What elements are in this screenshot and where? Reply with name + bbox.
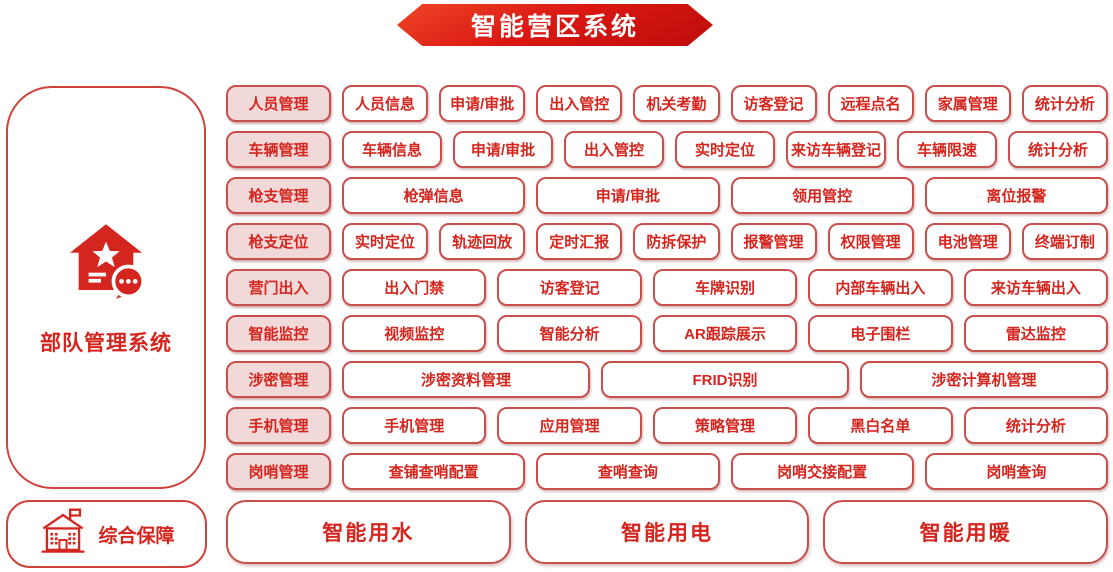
module-item[interactable]: 统计分析 <box>963 407 1109 444</box>
module-item[interactable]: 车辆信息 <box>342 131 442 168</box>
module-row: 涉密管理 涉密资料管理 FRID识别 涉密计算机管理 <box>226 361 1108 398</box>
module-item[interactable]: 人员信息 <box>342 85 429 122</box>
support-category-box: 综合保障 <box>6 500 207 568</box>
support-item[interactable]: 智能用暖 <box>823 500 1109 564</box>
module-item[interactable]: 报警管理 <box>730 223 817 260</box>
support-item[interactable]: 智能用电 <box>524 500 810 564</box>
module-item[interactable]: AR跟踪展示 <box>652 315 798 352</box>
module-item[interactable]: 轨迹回放 <box>439 223 526 260</box>
module-item[interactable]: 出入管控 <box>564 131 664 168</box>
module-item[interactable]: 来访车辆登记 <box>786 131 886 168</box>
module-item[interactable]: 岗哨交接配置 <box>730 453 914 490</box>
module-item[interactable]: 电子围栏 <box>808 315 953 352</box>
module-item[interactable]: 实时定位 <box>342 223 429 260</box>
house-star-chat-icon <box>60 218 152 305</box>
module-item[interactable]: 领用管控 <box>730 177 914 214</box>
category-box[interactable]: 人员管理 <box>226 85 331 122</box>
module-item[interactable]: 车辆限速 <box>897 131 997 168</box>
module-item[interactable]: 智能分析 <box>497 315 642 352</box>
module-item[interactable]: 枪弹信息 <box>342 177 526 214</box>
module-item[interactable]: 统计分析 <box>1021 85 1108 122</box>
module-item[interactable]: 实时定位 <box>675 131 775 168</box>
support-category-label: 综合保障 <box>98 525 175 547</box>
module-item[interactable]: 统计分析 <box>1008 131 1108 168</box>
module-item[interactable]: 雷达监控 <box>963 315 1109 352</box>
module-item[interactable]: 家属管理 <box>924 85 1011 122</box>
support-item[interactable]: 智能用水 <box>226 500 511 564</box>
module-row: 人员管理 人员信息 申请/审批 出入管控 机关考勤 访客登记 远程点名 家属管理 统计分析 <box>226 85 1108 122</box>
module-item[interactable]: 权限管理 <box>827 223 914 260</box>
category-box[interactable]: 车辆管理 <box>226 131 331 168</box>
module-item[interactable]: 申请/审批 <box>453 131 553 168</box>
module-item[interactable]: 视频监控 <box>342 315 487 352</box>
module-row: 车辆管理 车辆信息 申请/审批 出入管控 实时定位 来访车辆登记 车辆限速 统计分析 <box>226 131 1108 168</box>
module-item[interactable]: 出入管控 <box>536 85 623 122</box>
module-item[interactable]: 申请/审批 <box>439 85 526 122</box>
page-title: 智能营区系统 <box>470 13 639 41</box>
module-row: 手机管理 手机管理 应用管理 策略管理 黑白名单 统计分析 <box>226 407 1109 444</box>
category-box[interactable]: 手机管理 <box>226 407 331 444</box>
category-box[interactable]: 枪支定位 <box>226 223 331 260</box>
module-item[interactable]: 策略管理 <box>652 407 798 444</box>
module-item[interactable]: 访客登记 <box>730 85 817 122</box>
module-row: 枪支定位 实时定位 轨迹回放 定时汇报 防拆保护 报警管理 权限管理 电池管理 终端订制 <box>226 223 1108 260</box>
module-item[interactable]: 离位报警 <box>924 177 1108 214</box>
module-row: 枪支管理 枪弹信息 申请/审批 领用管控 离位报警 <box>226 177 1108 214</box>
module-item[interactable]: 内部车辆出入 <box>808 269 953 306</box>
category-box[interactable]: 岗哨管理 <box>226 453 331 490</box>
module-item[interactable]: 机关考勤 <box>633 85 720 122</box>
building-flag-icon <box>38 507 88 562</box>
sidebar-military-management: 部队管理系统 <box>6 86 206 489</box>
module-item[interactable]: 应用管理 <box>497 407 642 444</box>
module-item[interactable]: 涉密资料管理 <box>342 361 590 398</box>
module-item[interactable]: 申请/审批 <box>536 177 720 214</box>
module-item[interactable]: FRID识别 <box>601 361 849 398</box>
title-banner: 智能营区系统 <box>397 4 713 46</box>
category-box[interactable]: 智能监控 <box>226 315 331 352</box>
module-item[interactable]: 访客登记 <box>497 269 642 306</box>
module-item[interactable]: 电池管理 <box>924 223 1011 260</box>
module-item[interactable]: 涉密计算机管理 <box>860 361 1108 398</box>
module-item[interactable]: 车牌识别 <box>652 269 798 306</box>
category-box[interactable]: 涉密管理 <box>226 361 331 398</box>
module-item[interactable]: 黑白名单 <box>808 407 953 444</box>
module-item[interactable]: 远程点名 <box>827 85 914 122</box>
module-item[interactable]: 手机管理 <box>342 407 487 444</box>
module-item[interactable]: 岗哨查询 <box>924 453 1108 490</box>
module-item[interactable]: 来访车辆出入 <box>963 269 1109 306</box>
category-box[interactable]: 营门出入 <box>226 269 331 306</box>
module-row: 智能监控 视频监控 智能分析 AR跟踪展示 电子围栏 雷达监控 <box>226 315 1109 352</box>
module-item[interactable]: 查哨查询 <box>536 453 720 490</box>
module-rows: 人员管理 人员信息 申请/审批 出入管控 机关考勤 访客登记 远程点名 家属管理 统计分析 车辆管… <box>226 85 1109 490</box>
module-row: 岗哨管理 查铺查哨配置 查哨查询 岗哨交接配置 岗哨查询 <box>226 453 1108 490</box>
module-item[interactable]: 查铺查哨配置 <box>342 453 526 490</box>
sidebar-title: 部队管理系统 <box>40 332 172 355</box>
module-item[interactable]: 防拆保护 <box>633 223 720 260</box>
category-box[interactable]: 枪支管理 <box>226 177 331 214</box>
module-item[interactable]: 出入门禁 <box>342 269 487 306</box>
support-items-row: 智能用水 智能用电 智能用暖 <box>226 500 1109 564</box>
module-item[interactable]: 定时汇报 <box>536 223 623 260</box>
module-row: 营门出入 出入门禁 访客登记 车牌识别 内部车辆出入 来访车辆出入 <box>226 269 1109 306</box>
module-item[interactable]: 终端订制 <box>1021 223 1108 260</box>
